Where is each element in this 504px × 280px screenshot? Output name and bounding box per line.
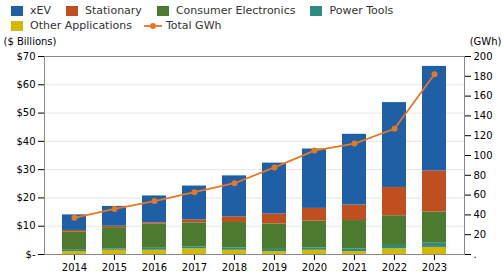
svg-text:160: 160 <box>474 90 493 101</box>
svg-text:2018: 2018 <box>222 262 247 273</box>
svg-text:120: 120 <box>474 130 493 141</box>
svg-text:(GWh): (GWh) <box>470 36 502 47</box>
svg-text:2016: 2016 <box>142 262 167 273</box>
svg-text:$10: $10 <box>16 220 35 231</box>
svg-text:.: . <box>474 249 477 260</box>
html-text:Other Applications: Other Applications <box>30 19 132 32</box>
html-text:xEV: xEV <box>30 4 51 17</box>
svg-text:60: 60 <box>474 189 487 200</box>
html-text:Consumer Electronics: Consumer Electronics <box>175 4 296 17</box>
svg-text:2022: 2022 <box>382 262 407 273</box>
svg-text:20: 20 <box>474 229 487 240</box>
svg-text:2014: 2014 <box>62 262 87 273</box>
svg-text:$20: $20 <box>16 192 35 203</box>
svg-text:2017: 2017 <box>182 262 207 273</box>
svg-text:180: 180 <box>474 71 493 82</box>
svg-text:140: 140 <box>474 110 493 121</box>
html-text:Stationary: Stationary <box>85 4 142 17</box>
svg-text:$30: $30 <box>16 164 35 175</box>
html-text:Total GWh: Total GWh <box>165 19 222 32</box>
svg-text:2019: 2019 <box>262 262 287 273</box>
svg-text:$-: $- <box>26 249 36 260</box>
svg-text:40: 40 <box>474 209 487 220</box>
svg-text:2021: 2021 <box>342 262 367 273</box>
html-text:Power Tools: Power Tools <box>329 4 394 17</box>
svg-text:2020: 2020 <box>302 262 327 273</box>
svg-text:80: 80 <box>474 170 487 181</box>
svg-text:$70: $70 <box>16 51 35 62</box>
svg-text:100: 100 <box>474 150 493 161</box>
svg-text:$50: $50 <box>16 107 35 118</box>
svg-text:200: 200 <box>474 51 493 62</box>
svg-text:2023: 2023 <box>422 262 447 273</box>
svg-text:$60: $60 <box>16 79 35 90</box>
svg-text:$40: $40 <box>16 136 35 147</box>
svg-text:($ Billions): ($ Billions) <box>4 36 57 47</box>
svg-text:2015: 2015 <box>102 262 127 273</box>
